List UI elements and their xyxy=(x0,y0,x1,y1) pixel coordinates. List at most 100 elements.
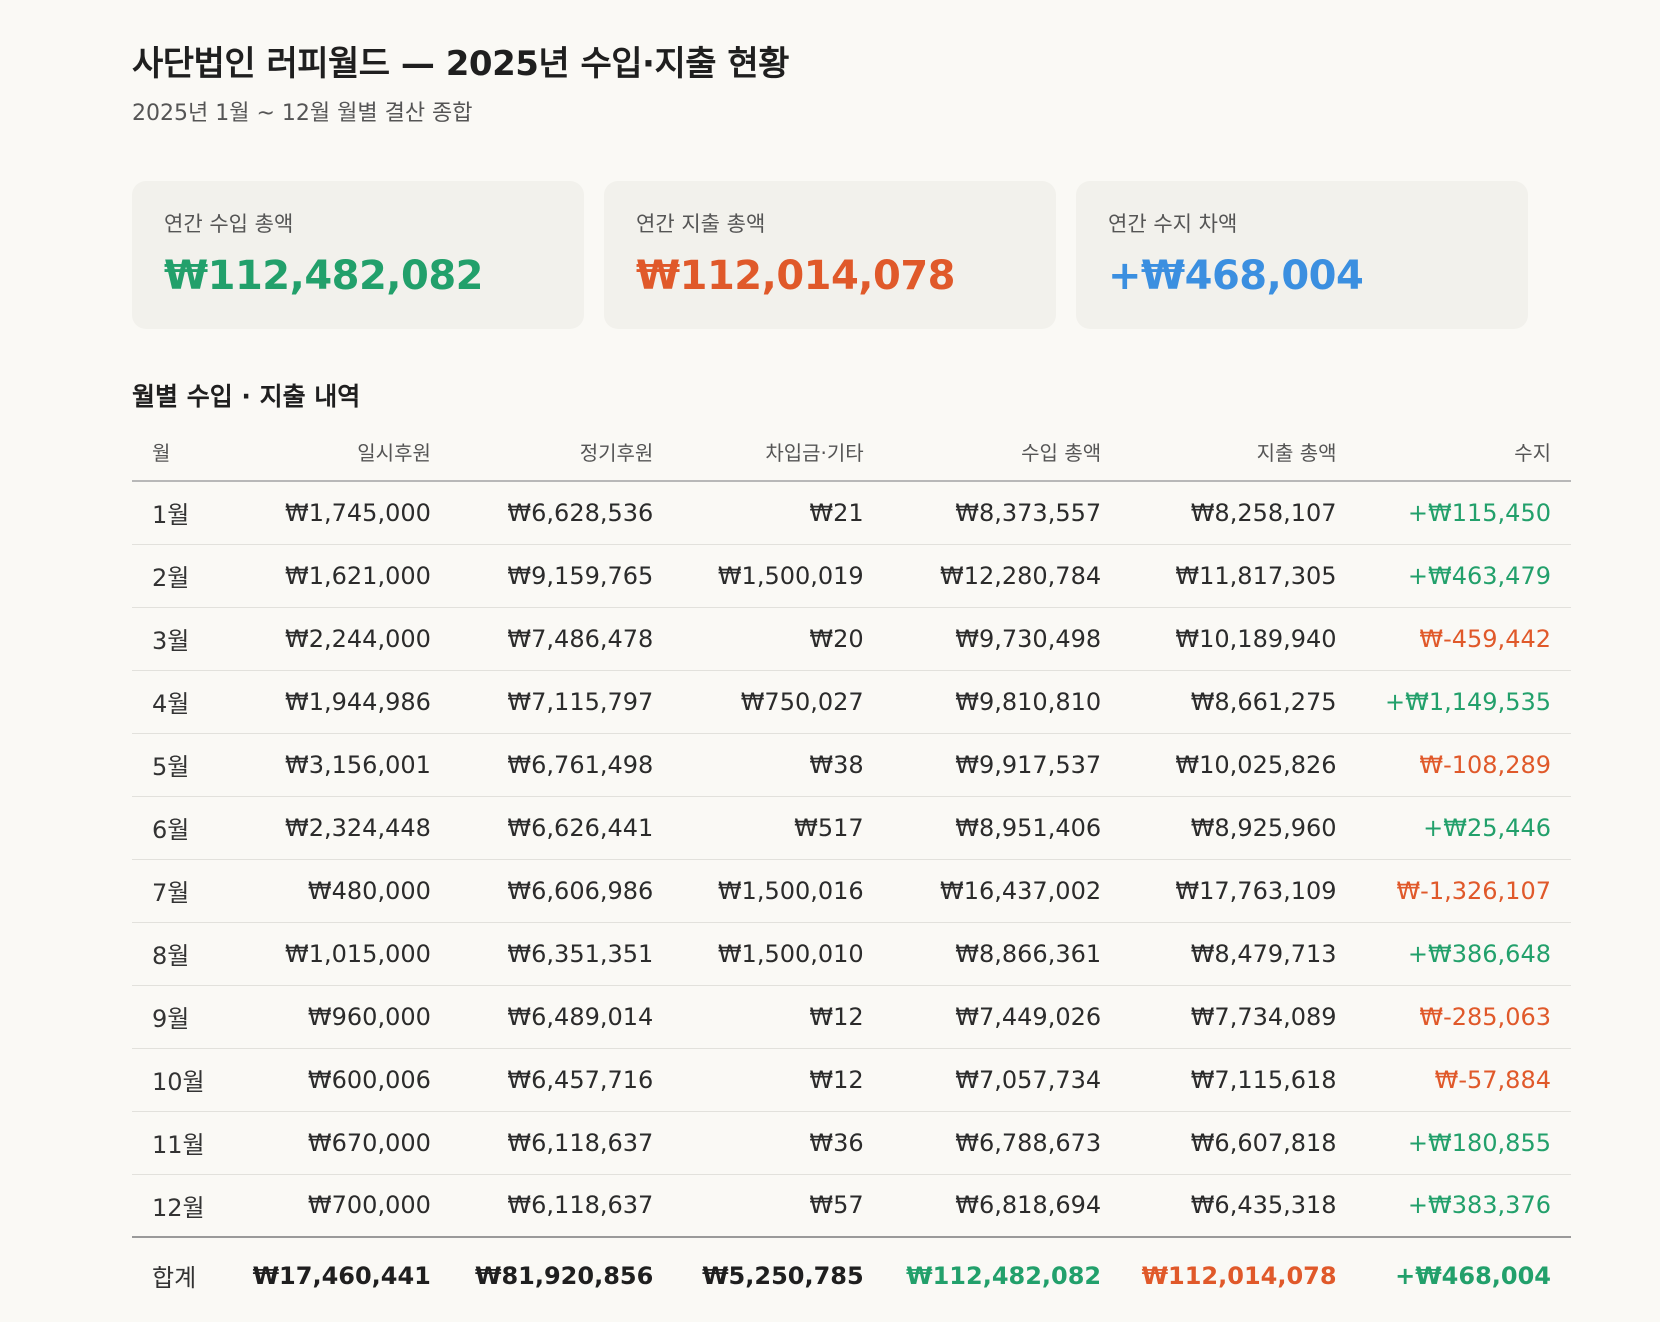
cell-income: ₩7,057,734 xyxy=(883,1048,1122,1112)
cell-expense: ₩8,661,275 xyxy=(1121,670,1357,734)
table-row: 6월 ₩2,324,448 ₩6,626,441 ₩517 ₩8,951,406 ₩8,9… xyxy=(132,796,1571,860)
cell-loan: ₩517 xyxy=(673,796,884,860)
balance-summary-card: 연간 수지 차액 +₩468,004 xyxy=(1076,181,1528,329)
cell-income: ₩12,280,784 xyxy=(883,544,1122,608)
income-summary-card: 연간 수입 총액 ₩112,482,082 xyxy=(132,181,584,329)
cell-onetime: ₩1,015,000 xyxy=(232,922,451,986)
cell-expense: ₩17,763,109 xyxy=(1121,859,1357,923)
table-row: 5월 ₩3,156,001 ₩6,761,498 ₩38 ₩9,917,537 ₩10,0… xyxy=(132,733,1571,797)
cell-expense: ₩10,025,826 xyxy=(1121,733,1357,797)
table-row: 2월 ₩1,621,000 ₩9,159,765 ₩1,500,019 ₩12,280,… xyxy=(132,544,1571,608)
total-balance: +₩468,004 xyxy=(1395,1261,1551,1290)
cell-loan: ₩21 xyxy=(673,481,884,545)
cell-month: 11월 xyxy=(132,1111,233,1175)
cell-loan: ₩38 xyxy=(673,733,884,797)
column-header-income: 수입 총액 xyxy=(883,423,1122,482)
cell-expense: ₩10,189,940 xyxy=(1121,607,1357,671)
cell-regular: ₩6,761,498 xyxy=(450,733,674,797)
cell-balance: +₩1,149,535 xyxy=(1356,670,1571,734)
cell-income: ₩16,437,002 xyxy=(883,859,1122,923)
cell-onetime: ₩600,006 xyxy=(232,1048,451,1112)
cell-onetime: ₩960,000 xyxy=(232,985,451,1049)
cell-income: ₩7,449,026 xyxy=(883,985,1122,1049)
cell-regular: ₩6,457,716 xyxy=(450,1048,674,1112)
cell-onetime: ₩1,944,986 xyxy=(232,670,451,734)
cell-month: 8월 xyxy=(132,922,233,986)
cell-loan: ₩1,500,019 xyxy=(673,544,884,608)
cell-loan: ₩1,500,016 xyxy=(673,859,884,923)
income-summary-value: ₩112,482,082 xyxy=(164,253,484,299)
cell-regular: ₩6,351,351 xyxy=(450,922,674,986)
cell-balance: +₩180,855 xyxy=(1356,1111,1571,1175)
cell-regular: ₩6,489,014 xyxy=(450,985,674,1049)
table-header-row: 월 일시후원 정기후원 차입금·기타 수입 총액 지출 총액 수지 xyxy=(132,423,1571,482)
cell-month: 7월 xyxy=(132,859,233,923)
cell-loan: ₩20 xyxy=(673,607,884,671)
table-row: 1월 ₩1,745,000 ₩6,628,536 ₩21 ₩8,373,557 ₩8,25… xyxy=(132,481,1571,545)
cell-balance: ₩-285,063 xyxy=(1356,985,1571,1049)
cell-month: 1월 xyxy=(132,481,233,545)
cell-balance: +₩386,648 xyxy=(1356,922,1571,986)
table-row: 7월 ₩480,000 ₩6,606,986 ₩1,500,016 ₩16,437,00… xyxy=(132,859,1571,923)
table-body: 1월 ₩1,745,000 ₩6,628,536 ₩21 ₩8,373,557 ₩8,25… xyxy=(132,481,1571,1238)
total-loan: ₩5,250,785 xyxy=(702,1261,864,1290)
cell-month: 9월 xyxy=(132,985,233,1049)
table-row: 8월 ₩1,015,000 ₩6,351,351 ₩1,500,010 ₩8,866,3… xyxy=(132,922,1571,986)
cell-balance: ₩-459,442 xyxy=(1356,607,1571,671)
cell-loan: ₩36 xyxy=(673,1111,884,1175)
expense-summary-label: 연간 지출 총액 xyxy=(636,212,766,236)
cell-balance: ₩-108,289 xyxy=(1356,733,1571,797)
cell-balance: ₩-57,884 xyxy=(1356,1048,1571,1112)
cell-month: 3월 xyxy=(132,607,233,671)
expense-summary-card: 연간 지출 총액 ₩112,014,078 xyxy=(604,181,1056,329)
cell-month: 12월 xyxy=(132,1174,233,1238)
cell-regular: ₩6,626,441 xyxy=(450,796,674,860)
cell-regular: ₩7,115,797 xyxy=(450,670,674,734)
column-header-expense: 지출 총액 xyxy=(1121,423,1357,482)
total-label: 합계 xyxy=(152,1264,197,1292)
table-row: 11월 ₩670,000 ₩6,118,637 ₩36 ₩6,788,673 ₩6,607… xyxy=(132,1111,1571,1175)
summary-cards: 연간 수입 총액 ₩112,482,082 연간 지출 총액 ₩112,014,… xyxy=(132,181,1528,329)
total-expense: ₩112,014,078 xyxy=(1141,1261,1337,1290)
income-summary-label: 연간 수입 총액 xyxy=(164,212,294,236)
cell-onetime: ₩2,324,448 xyxy=(232,796,451,860)
cell-regular: ₩9,159,765 xyxy=(450,544,674,608)
table-row: 12월 ₩700,000 ₩6,118,637 ₩57 ₩6,818,694 ₩6,435… xyxy=(132,1174,1571,1238)
total-regular: ₩81,920,856 xyxy=(474,1261,654,1290)
cell-income: ₩9,810,810 xyxy=(883,670,1122,734)
cell-loan: ₩12 xyxy=(673,1048,884,1112)
cell-onetime: ₩1,745,000 xyxy=(232,481,451,545)
cell-month: 4월 xyxy=(132,670,233,734)
column-header-month: 월 xyxy=(132,423,233,482)
cell-onetime: ₩480,000 xyxy=(232,859,451,923)
cell-expense: ₩8,479,713 xyxy=(1121,922,1357,986)
cell-balance: ₩-1,326,107 xyxy=(1356,859,1571,923)
balance-summary-label: 연간 수지 차액 xyxy=(1108,212,1238,236)
cell-expense: ₩8,925,960 xyxy=(1121,796,1357,860)
monthly-table: 월 일시후원 정기후원 차입금·기타 수입 총액 지출 총액 수지 1월 ₩1,7… xyxy=(132,423,1571,1313)
cell-loan: ₩750,027 xyxy=(673,670,884,734)
cell-onetime: ₩700,000 xyxy=(232,1174,451,1238)
column-header-loan: 차입금·기타 xyxy=(673,423,884,482)
cell-loan: ₩1,500,010 xyxy=(673,922,884,986)
cell-month: 2월 xyxy=(132,544,233,608)
cell-expense: ₩7,734,089 xyxy=(1121,985,1357,1049)
cell-income: ₩8,951,406 xyxy=(883,796,1122,860)
cell-expense: ₩11,817,305 xyxy=(1121,544,1357,608)
cell-month: 10월 xyxy=(132,1048,233,1112)
table-header: 월 일시후원 정기후원 차입금·기타 수입 총액 지출 총액 수지 xyxy=(132,423,1571,482)
cell-balance: +₩463,479 xyxy=(1356,544,1571,608)
cell-income: ₩6,788,673 xyxy=(883,1111,1122,1175)
page-title: 사단법인 러피월드 — 2025년 수입·지출 현황 xyxy=(132,44,789,84)
cell-onetime: ₩3,156,001 xyxy=(232,733,451,797)
cell-expense: ₩6,607,818 xyxy=(1121,1111,1357,1175)
total-income: ₩112,482,082 xyxy=(906,1261,1102,1290)
cell-expense: ₩7,115,618 xyxy=(1121,1048,1357,1112)
cell-regular: ₩7,486,478 xyxy=(450,607,674,671)
table-footer: 합계 ₩17,460,441 ₩81,920,856 ₩5,250,785 ₩1… xyxy=(132,1237,1571,1313)
cell-balance: +₩25,446 xyxy=(1356,796,1571,860)
cell-loan: ₩57 xyxy=(673,1174,884,1238)
cell-income: ₩6,818,694 xyxy=(883,1174,1122,1238)
cell-income: ₩8,373,557 xyxy=(883,481,1122,545)
cell-month: 5월 xyxy=(132,733,233,797)
